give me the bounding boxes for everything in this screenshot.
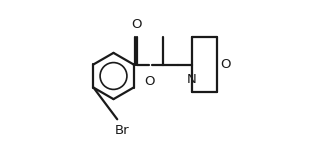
Text: O: O: [144, 74, 155, 88]
Text: O: O: [221, 58, 231, 71]
Text: Br: Br: [115, 124, 130, 138]
Text: N: N: [187, 73, 197, 86]
Text: O: O: [132, 18, 142, 31]
